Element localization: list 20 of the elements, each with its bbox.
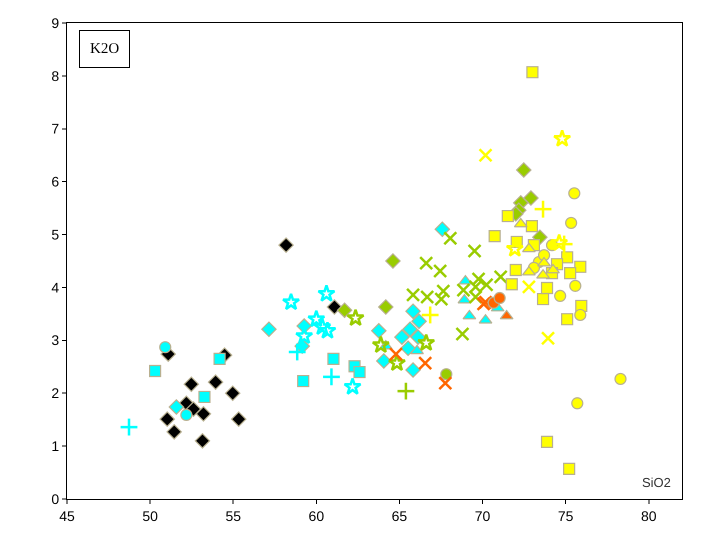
y-tick-label: 7 xyxy=(51,120,60,137)
y-tick-label: 6 xyxy=(51,174,60,190)
y-tick-label: 4 xyxy=(51,279,60,296)
x-tick-label: 55 xyxy=(225,508,242,524)
y-tick-label: 1 xyxy=(51,438,60,454)
x-tick-label: 75 xyxy=(558,508,574,524)
x-tick-label: 45 xyxy=(59,508,75,524)
x-tick-label: 80 xyxy=(640,508,657,524)
x-tick-label: 65 xyxy=(392,508,408,524)
x-tick-label: 70 xyxy=(474,508,491,524)
x-tick-label: 60 xyxy=(308,508,324,524)
y-tick-label: 9 xyxy=(51,14,60,31)
y-axis-title: K2O xyxy=(90,41,120,57)
x-tick-label: 50 xyxy=(142,508,158,524)
y-tick-label: 8 xyxy=(51,68,60,84)
y-tick-label: 2 xyxy=(51,385,60,402)
x-axis-title: SiO2 xyxy=(642,475,671,490)
y-tick-label: 3 xyxy=(51,332,60,348)
y-tick-label: 0 xyxy=(51,490,60,507)
y-tick-label: 5 xyxy=(51,226,60,242)
